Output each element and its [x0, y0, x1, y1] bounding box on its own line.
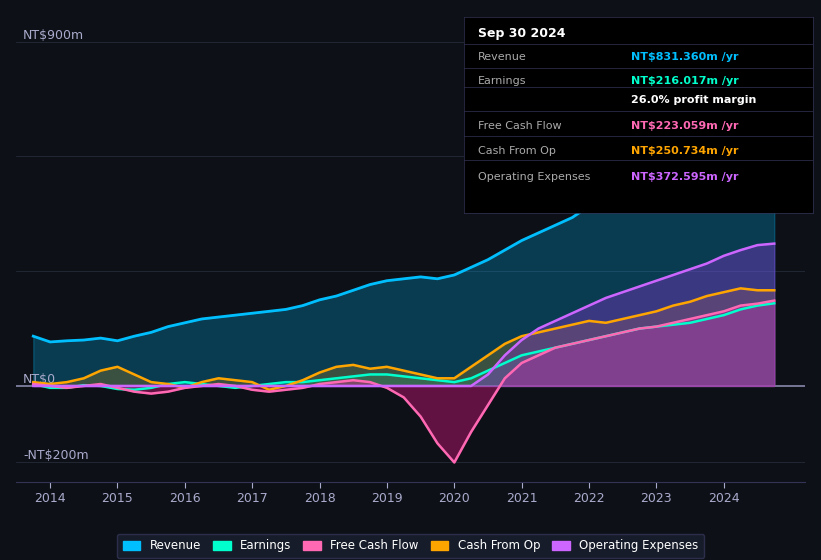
Text: Revenue: Revenue: [478, 52, 526, 62]
Text: Operating Expenses: Operating Expenses: [478, 172, 590, 181]
Text: NT$372.595m /yr: NT$372.595m /yr: [631, 172, 739, 181]
Text: NT$0: NT$0: [23, 373, 57, 386]
Text: 26.0% profit margin: 26.0% profit margin: [631, 95, 757, 105]
Text: Earnings: Earnings: [478, 76, 526, 86]
Text: Sep 30 2024: Sep 30 2024: [478, 27, 566, 40]
Text: NT$831.360m /yr: NT$831.360m /yr: [631, 52, 739, 62]
Text: Free Cash Flow: Free Cash Flow: [478, 121, 562, 130]
Text: NT$250.734m /yr: NT$250.734m /yr: [631, 146, 739, 156]
Text: NT$223.059m /yr: NT$223.059m /yr: [631, 121, 739, 130]
Text: -NT$200m: -NT$200m: [23, 450, 89, 463]
Text: NT$216.017m /yr: NT$216.017m /yr: [631, 76, 739, 86]
Text: Cash From Op: Cash From Op: [478, 146, 556, 156]
Legend: Revenue, Earnings, Free Cash Flow, Cash From Op, Operating Expenses: Revenue, Earnings, Free Cash Flow, Cash …: [117, 534, 704, 558]
Text: NT$900m: NT$900m: [23, 29, 85, 41]
